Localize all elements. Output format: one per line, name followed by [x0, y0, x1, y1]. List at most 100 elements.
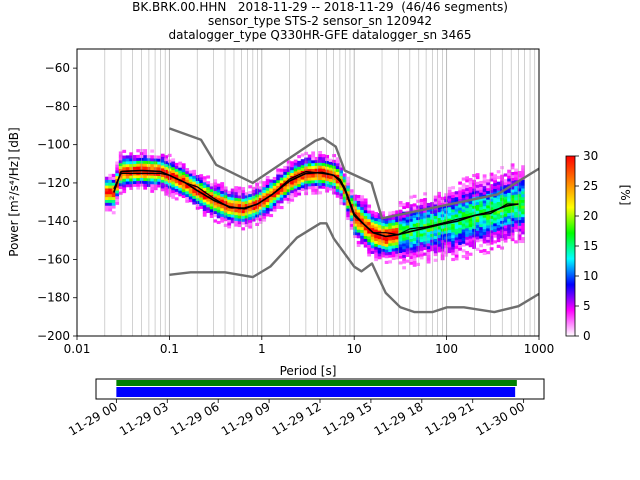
heatmap-cell: [454, 211, 459, 215]
heatmap-cell: [493, 177, 497, 181]
heatmap-cell: [521, 168, 525, 172]
heatmap-cell: [192, 198, 197, 202]
heatmap-cell: [447, 212, 452, 216]
heatmap-cell: [486, 225, 490, 229]
heatmap-cell: [279, 177, 284, 181]
heatmap-cell: [496, 236, 501, 240]
heatmap-cell: [227, 225, 232, 229]
heatmap-cell: [307, 180, 312, 184]
heatmap-cell: [216, 220, 221, 225]
heatmap-cell: [363, 212, 368, 216]
heatmap-cell: [388, 220, 393, 224]
heatmap-cell: [335, 168, 340, 172]
heatmap-cell: [489, 207, 494, 211]
heatmap-cell: [521, 188, 525, 192]
heatmap-cell: [416, 205, 421, 209]
heatmap-cell: [388, 248, 393, 252]
heatmap-cell: [412, 252, 417, 256]
heatmap-cell: [223, 195, 228, 199]
heatmap-cell: [437, 249, 442, 253]
heatmap-cell: [402, 223, 407, 227]
colorbar-tick-label: 20: [583, 209, 598, 223]
heatmap-cell: [447, 227, 452, 231]
heatmap-cell: [426, 234, 431, 238]
heatmap-cell: [216, 186, 221, 190]
heatmap-cell: [486, 251, 490, 255]
heatmap-cell: [465, 225, 470, 229]
heatmap-cell: [216, 195, 221, 199]
heatmap-cell: [426, 208, 431, 212]
heatmap-cell: [220, 213, 225, 217]
y-tick-label: −100: [37, 138, 70, 152]
heatmap-cell: [318, 168, 323, 172]
heatmap-cell: [482, 208, 487, 212]
heatmap-cell: [297, 172, 302, 176]
heatmap-cell: [367, 244, 372, 248]
heatmap-cell: [465, 187, 470, 191]
heatmap-cell: [451, 252, 456, 256]
heatmap-cell: [412, 237, 417, 241]
heatmap-cell: [234, 223, 239, 227]
heatmap-cell: [293, 173, 298, 178]
heatmap-cell: [227, 210, 232, 215]
heatmap-cell: [321, 165, 326, 169]
heatmap-cell: [356, 209, 361, 213]
heatmap-cell: [423, 192, 428, 196]
heatmap-cell: [230, 202, 235, 207]
heatmap-cell: [104, 193, 109, 198]
heatmap-cell: [255, 185, 260, 189]
heatmap-cell: [199, 179, 204, 184]
heatmap-cell: [360, 238, 365, 242]
heatmap-cell: [265, 190, 270, 194]
heatmap-cell: [104, 196, 109, 200]
heatmap-cell: [230, 197, 235, 201]
heatmap-cell: [461, 197, 466, 201]
heatmap-cell: [206, 198, 211, 202]
heatmap-cell: [251, 189, 256, 193]
heatmap-cell: [409, 235, 414, 239]
heatmap-cell: [269, 182, 274, 186]
heatmap-cell: [248, 208, 253, 212]
heatmap-cell: [465, 253, 470, 257]
heatmap-cell: [398, 235, 403, 239]
heatmap-cell: [353, 226, 358, 230]
heatmap-cell: [181, 194, 186, 199]
heatmap-cell: [409, 218, 414, 222]
heatmap-cell: [160, 176, 165, 180]
heatmap-cell: [143, 157, 148, 161]
heatmap-cell: [461, 234, 466, 239]
heatmap-cell: [461, 188, 466, 193]
heatmap-cell: [314, 168, 319, 172]
heatmap-cell: [507, 215, 511, 219]
heatmap-cell: [325, 177, 330, 182]
coverage-tick-label: 11-29 00: [66, 399, 120, 438]
heatmap-cell: [216, 212, 221, 216]
heatmap-cell: [475, 224, 480, 228]
heatmap-cell: [328, 178, 333, 182]
heatmap-cell: [339, 187, 344, 191]
heatmap-cell: [150, 172, 155, 176]
heatmap-cell: [293, 194, 298, 198]
heatmap-cell: [493, 228, 497, 232]
heatmap-cell: [297, 180, 302, 185]
heatmap-cell: [314, 159, 319, 163]
heatmap-cell: [265, 201, 270, 206]
heatmap-cell: [248, 219, 253, 223]
heatmap-cell: [300, 170, 305, 174]
heatmap-cell: [111, 202, 116, 206]
heatmap-cell: [472, 240, 476, 244]
colorbar-tick-label: 5: [583, 299, 591, 313]
heatmap-cell: [510, 177, 515, 181]
heatmap-cell: [188, 170, 193, 174]
heatmap-cell: [489, 212, 494, 216]
heatmap-cell: [230, 194, 235, 198]
heatmap-cell: [451, 197, 456, 201]
heatmap-cell: [244, 209, 249, 213]
heatmap-cell: [447, 232, 452, 236]
heatmap-cell: [174, 168, 179, 172]
heatmap-cell: [381, 239, 386, 244]
heatmap-cell: [223, 200, 228, 204]
heatmap-cell: [416, 262, 421, 266]
heatmap-cell: [342, 179, 347, 183]
heatmap-cell: [360, 232, 365, 236]
